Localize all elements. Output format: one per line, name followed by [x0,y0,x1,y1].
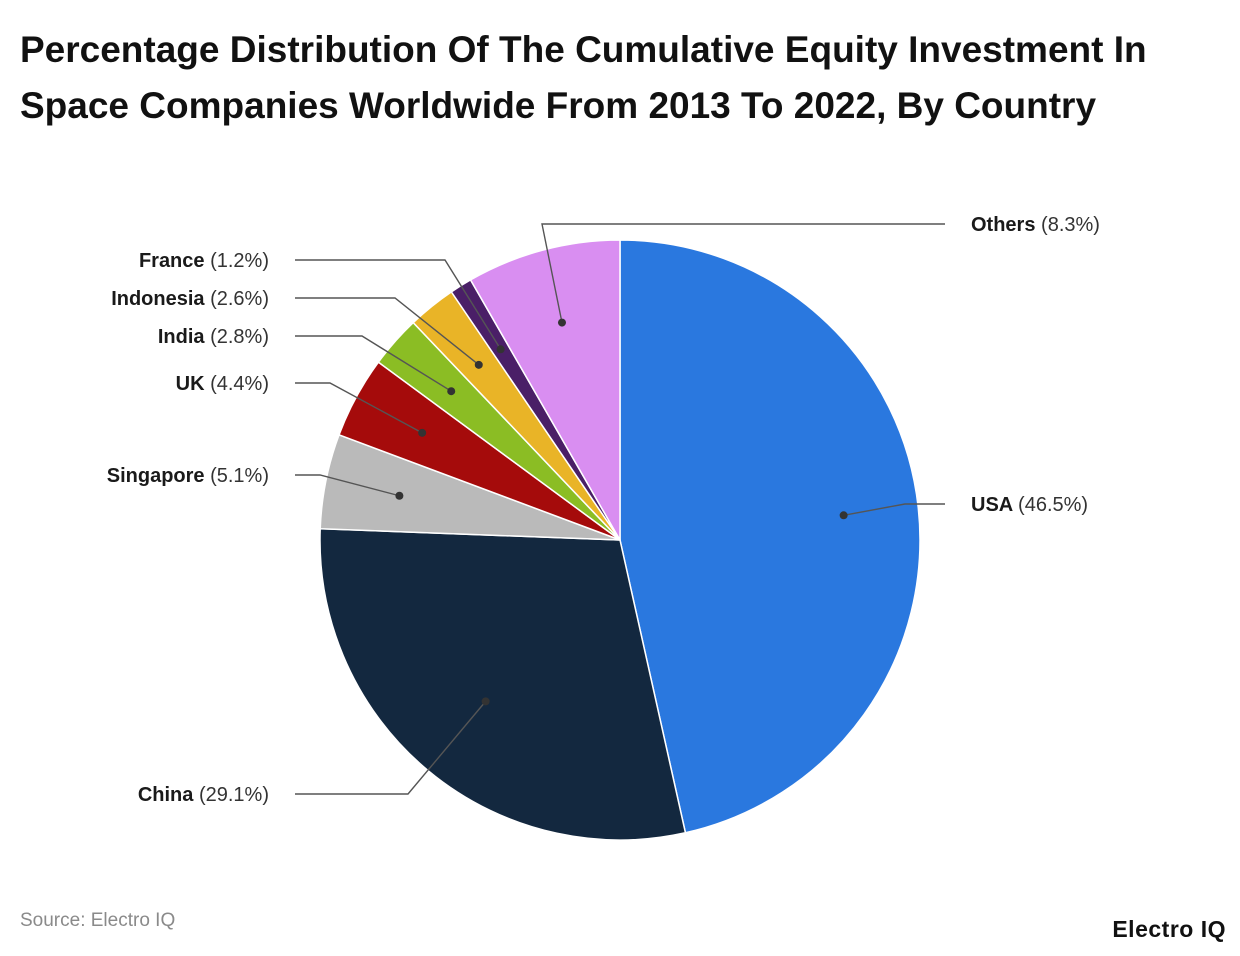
slice-label-value: (2.8%) [210,326,269,348]
leader-line-others [541,223,945,323]
leader-dot-india [447,387,456,396]
slice-label-value: (5.1%) [210,465,269,487]
slice-label-name: France [139,250,210,272]
slice-label-usa: USA (46.5%) [971,494,1088,516]
leader-line-singapore [295,474,400,497]
leader-dot-uk [418,428,427,437]
leader-line-usa [843,503,945,516]
leader-line-india [295,335,452,392]
pie-slice-others [469,239,621,543]
source-note: Source: Electro IQ [20,910,176,931]
leader-dot-singapore [395,491,404,500]
slice-label-name: India [158,326,210,348]
pie-slices [319,239,921,841]
slice-label-singapore: Singapore (5.1%) [107,465,269,487]
slice-label-value: (4.4%) [210,373,269,395]
slice-label-name: UK [176,373,210,395]
slice-label-others: Others (8.3%) [971,214,1100,236]
pie-labels: USA (46.5%) China (29.1%) Singapore (5.1%)… [107,214,1100,806]
leader-dot-china [481,697,490,706]
leader-dot-usa [839,511,848,520]
slice-label-name: Singapore [107,465,210,487]
leader-line-china [295,700,487,795]
leader-line-indonesia [295,297,480,366]
slice-label-value: (46.5%) [1018,494,1088,516]
leader-dot-france [496,345,505,354]
slice-label-india: India (2.8%) [158,326,269,348]
slice-label-value: (29.1%) [199,784,269,806]
slice-label-value: (1.2%) [210,250,269,272]
pie-slice-usa [619,239,921,834]
leader-line-france [295,259,502,350]
leader-dot-others [557,318,566,327]
slice-label-name: China [138,784,199,806]
brand-logo: Electro IQ [1112,916,1226,942]
leader-line-uk [295,382,423,434]
slice-label-france: France (1.2%) [139,250,269,272]
chart-title: Percentage Distribution Of The Cumulativ… [20,29,1147,126]
slice-label-value: (8.3%) [1041,214,1100,236]
leader-dot-indonesia [474,360,483,369]
slice-label-name: Indonesia [111,288,210,310]
slice-label-indonesia: Indonesia (2.6%) [111,288,269,310]
slice-label-china: China (29.1%) [138,784,269,806]
slice-label-value: (2.6%) [210,288,269,310]
slice-label-name: USA [971,494,1018,516]
slice-label-uk: UK (4.4%) [176,373,269,395]
slice-label-name: Others [971,214,1041,236]
